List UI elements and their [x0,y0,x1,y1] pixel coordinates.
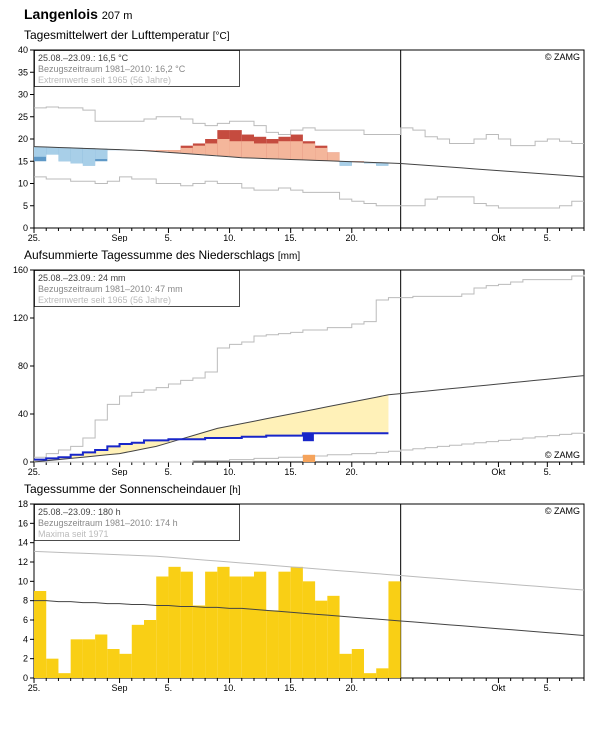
location-name: Langenlois [24,6,98,22]
svg-text:0: 0 [23,673,28,683]
svg-text:25.08.–23.09.: 180 h: 25.08.–23.09.: 180 h [38,507,121,517]
svg-text:Sep: Sep [112,233,128,242]
svg-text:40: 40 [18,45,28,55]
svg-text:15: 15 [18,156,28,166]
svg-text:0: 0 [23,457,28,467]
svg-text:Bezugszeitraum 1981–2010: 16,2: Bezugszeitraum 1981–2010: 16,2 °C [38,64,186,74]
svg-text:15.: 15. [284,233,297,242]
svg-text:120: 120 [13,313,28,323]
svg-text:8: 8 [23,596,28,606]
svg-text:5.: 5. [544,467,552,476]
svg-text:25.08.–23.09.: 16,5 °C: 25.08.–23.09.: 16,5 °C [38,53,129,63]
svg-text:5: 5 [23,201,28,211]
svg-text:15.: 15. [284,683,297,693]
svg-text:10: 10 [18,576,28,586]
svg-text:© ZAMG: © ZAMG [545,52,580,62]
svg-text:10.: 10. [223,467,236,476]
svg-text:18: 18 [18,499,28,509]
svg-text:14: 14 [18,538,28,548]
svg-text:16: 16 [18,518,28,528]
svg-text:5.: 5. [544,683,552,693]
chart-sun: 0 2 4 6 8 10 12 14 16 18 25. Sep 5. 10. 15. 20. Okt 5. © Z… [4,498,596,693]
svg-text:10: 10 [18,179,28,189]
svg-text:Maxima seit 1971: Maxima seit 1971 [38,529,109,539]
svg-text:25.: 25. [28,683,41,693]
svg-text:10.: 10. [223,683,236,693]
svg-text:Okt: Okt [491,683,506,693]
svg-text:20: 20 [18,134,28,144]
svg-text:Sep: Sep [112,467,128,476]
chart-sun-title: Tagessumme der Sonnenscheindauer [h] [24,482,596,496]
chart-temp-title: Tagesmittelwert der Lufttemperatur [°C] [24,28,596,42]
svg-text:12: 12 [18,557,28,567]
chart-temp: 0 5 10 15 20 25 30 35 40 25. Sep 5. 10. 15. 20. Okt 5. © … [4,44,596,242]
svg-text:© ZAMG: © ZAMG [545,450,580,460]
svg-text:80: 80 [18,361,28,371]
chart-precip-title: Aufsummierte Tagessumme des Niederschlag… [24,248,596,262]
svg-text:5.: 5. [165,233,173,242]
svg-text:4: 4 [23,634,28,644]
svg-text:Okt: Okt [491,467,506,476]
svg-text:0: 0 [23,223,28,233]
svg-text:5.: 5. [544,233,552,242]
svg-text:30: 30 [18,90,28,100]
svg-text:20.: 20. [346,683,359,693]
svg-text:40: 40 [18,409,28,419]
svg-text:25.: 25. [28,467,41,476]
svg-text:6: 6 [23,615,28,625]
page-title: Langenlois 207 m [24,6,596,22]
svg-text:20.: 20. [346,233,359,242]
svg-text:20.: 20. [346,467,359,476]
svg-text:5.: 5. [165,683,173,693]
chart-precip: 0 40 80 120 160 25. Sep 5. 10. 15. 20. Okt 5. © ZAMG 2… [4,264,596,476]
svg-text:Sep: Sep [112,683,128,693]
svg-text:Okt: Okt [491,233,506,242]
svg-text:Bezugszeitraum 1981–2010: 174: Bezugszeitraum 1981–2010: 174 h [38,518,178,528]
svg-text:Extremwerte seit 1965 (56 Jahr: Extremwerte seit 1965 (56 Jahre) [38,295,171,305]
location-elevation: 207 m [102,10,133,22]
svg-text:2: 2 [23,654,28,664]
svg-text:15.: 15. [284,467,297,476]
svg-text:5.: 5. [165,467,173,476]
svg-text:25.08.–23.09.: 24 mm: 25.08.–23.09.: 24 mm [38,273,126,283]
svg-text:160: 160 [13,265,28,275]
svg-text:Extremwerte seit 1965 (56 Jahr: Extremwerte seit 1965 (56 Jahre) [38,75,171,85]
svg-text:25: 25 [18,112,28,122]
svg-text:35: 35 [18,67,28,77]
svg-text:10.: 10. [223,233,236,242]
svg-text:25.: 25. [28,233,41,242]
svg-text:© ZAMG: © ZAMG [545,506,580,516]
svg-text:Bezugszeitraum 1981–2010: 47 m: Bezugszeitraum 1981–2010: 47 mm [38,284,183,294]
